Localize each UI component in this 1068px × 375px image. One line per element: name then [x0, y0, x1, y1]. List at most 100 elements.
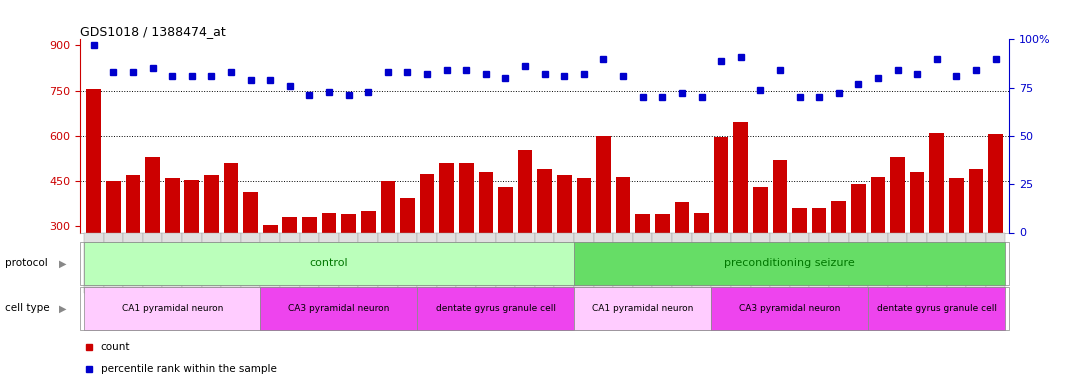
Bar: [476, 232, 496, 293]
Bar: [851, 184, 866, 232]
Text: CA3 pyramidal neuron: CA3 pyramidal neuron: [288, 304, 390, 313]
Bar: [84, 287, 261, 330]
Bar: [734, 122, 748, 232]
Bar: [613, 232, 633, 293]
Bar: [635, 214, 650, 232]
Bar: [946, 232, 967, 293]
Text: ▶: ▶: [59, 303, 66, 313]
Bar: [261, 232, 280, 293]
Bar: [104, 232, 123, 293]
Bar: [321, 213, 336, 232]
Bar: [400, 198, 414, 232]
Bar: [456, 232, 476, 293]
Bar: [888, 232, 908, 293]
Bar: [594, 232, 613, 293]
Bar: [655, 214, 670, 232]
Bar: [927, 232, 946, 293]
Bar: [672, 232, 692, 293]
Bar: [751, 232, 770, 293]
Bar: [988, 134, 1003, 232]
Bar: [789, 232, 810, 293]
Bar: [380, 181, 395, 232]
Bar: [359, 232, 378, 293]
Bar: [204, 175, 219, 232]
Bar: [949, 178, 963, 232]
Bar: [164, 178, 179, 232]
Bar: [339, 232, 359, 293]
Bar: [616, 177, 630, 232]
Bar: [221, 232, 241, 293]
Bar: [263, 225, 278, 232]
Bar: [556, 175, 571, 232]
Bar: [84, 242, 575, 285]
Bar: [908, 232, 927, 293]
Bar: [106, 181, 121, 232]
Bar: [143, 232, 162, 293]
Bar: [261, 287, 418, 330]
Bar: [870, 177, 885, 232]
Text: count: count: [100, 342, 130, 352]
Bar: [300, 232, 319, 293]
Text: dentate gyrus granule cell: dentate gyrus granule cell: [877, 304, 996, 313]
Bar: [244, 192, 258, 232]
Bar: [577, 178, 592, 232]
Text: CA1 pyramidal neuron: CA1 pyramidal neuron: [592, 304, 693, 313]
Bar: [283, 217, 297, 232]
Bar: [848, 232, 868, 293]
Bar: [812, 209, 827, 232]
Bar: [202, 232, 221, 293]
Bar: [515, 232, 535, 293]
Text: percentile rank within the sample: percentile rank within the sample: [100, 364, 277, 374]
Bar: [361, 211, 376, 232]
Bar: [753, 187, 768, 232]
Bar: [518, 150, 533, 232]
Bar: [675, 202, 689, 232]
Bar: [397, 232, 418, 293]
Bar: [459, 163, 473, 232]
Bar: [537, 169, 552, 232]
Bar: [496, 232, 515, 293]
Bar: [498, 187, 513, 232]
Bar: [770, 232, 789, 293]
Bar: [967, 232, 986, 293]
Bar: [478, 172, 493, 232]
Bar: [162, 232, 182, 293]
Bar: [575, 232, 594, 293]
Bar: [596, 136, 611, 232]
Bar: [713, 138, 728, 232]
Bar: [418, 232, 437, 293]
Bar: [772, 160, 787, 232]
Text: preconditioning seizure: preconditioning seizure: [724, 258, 855, 268]
Bar: [241, 232, 261, 293]
Bar: [829, 232, 848, 293]
Bar: [342, 214, 356, 232]
Bar: [986, 232, 1005, 293]
Bar: [731, 232, 751, 293]
Bar: [792, 209, 806, 232]
Bar: [418, 287, 575, 330]
Bar: [810, 232, 829, 293]
Text: GDS1018 / 1388474_at: GDS1018 / 1388474_at: [80, 25, 225, 38]
Text: control: control: [310, 258, 348, 268]
Bar: [868, 232, 888, 293]
Bar: [185, 180, 200, 232]
Bar: [929, 133, 944, 232]
Bar: [711, 287, 868, 330]
Bar: [87, 89, 101, 232]
Bar: [554, 232, 575, 293]
Bar: [84, 232, 104, 293]
Text: CA3 pyramidal neuron: CA3 pyramidal neuron: [739, 304, 841, 313]
Bar: [890, 157, 905, 232]
Bar: [145, 157, 160, 232]
Bar: [420, 174, 435, 232]
Text: CA1 pyramidal neuron: CA1 pyramidal neuron: [122, 304, 223, 313]
Text: cell type: cell type: [5, 303, 50, 313]
Bar: [653, 232, 672, 293]
Bar: [633, 232, 653, 293]
Bar: [868, 287, 1005, 330]
Text: ▶: ▶: [59, 258, 66, 268]
Bar: [126, 175, 140, 232]
Bar: [535, 232, 554, 293]
Text: dentate gyrus granule cell: dentate gyrus granule cell: [436, 304, 555, 313]
Bar: [378, 232, 397, 293]
